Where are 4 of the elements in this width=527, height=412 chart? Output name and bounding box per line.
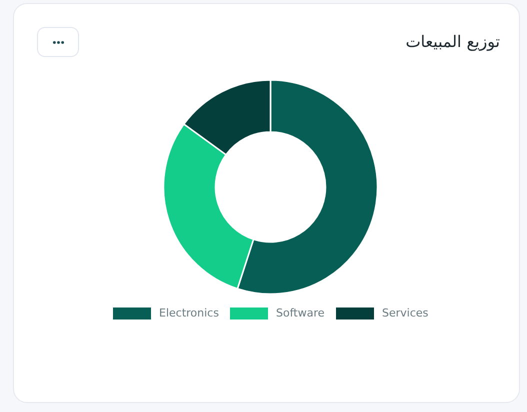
legend-label: Electronics <box>159 306 220 320</box>
chart-title: توزيع المبيعات <box>406 32 500 51</box>
legend-label: Software <box>276 306 325 320</box>
legend-label: Services <box>382 306 429 320</box>
